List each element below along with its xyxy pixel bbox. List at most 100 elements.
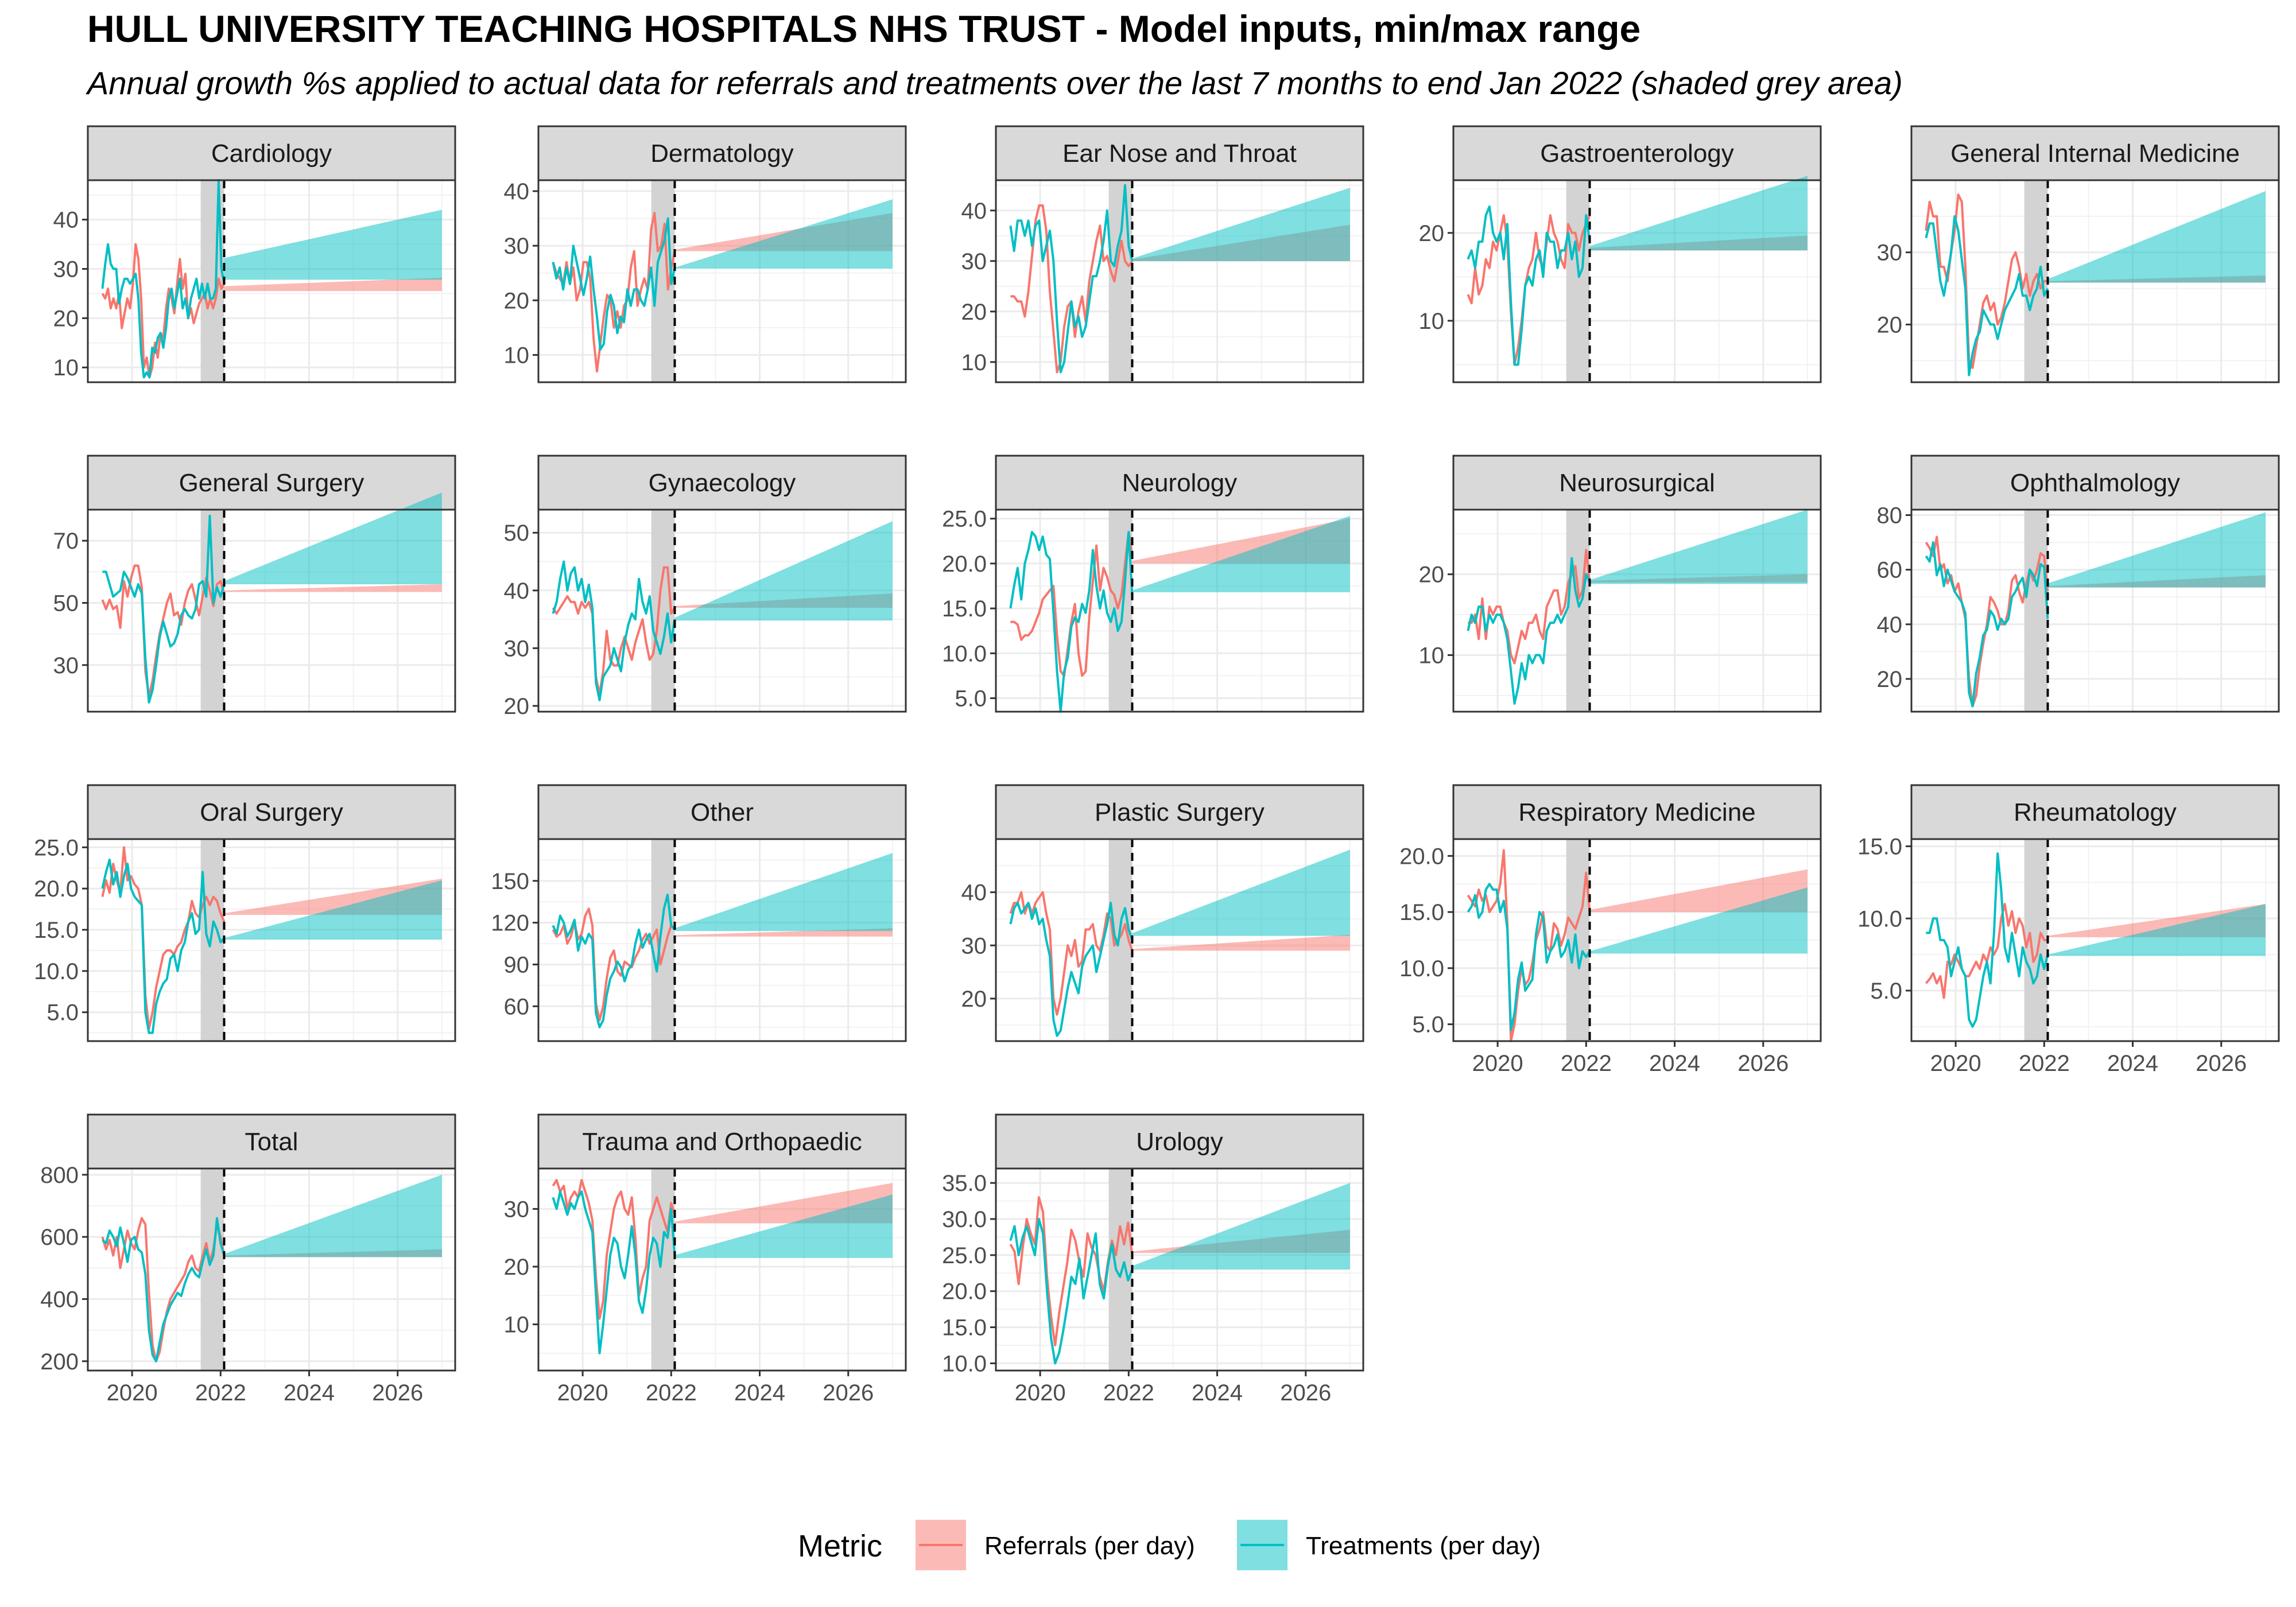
y-tick-label: 20 — [504, 1255, 530, 1280]
y-tick-label: 90 — [504, 952, 530, 977]
treatments-line — [102, 1217, 226, 1363]
strip-label: General Surgery — [179, 469, 364, 497]
strip-label: Other — [691, 798, 754, 826]
treatments-line — [1009, 1218, 1134, 1365]
panel-rheumatology: Rheumatology 5.0 10.0 15.0 2020 2022 2024 2026 — [1857, 784, 2280, 1076]
strip-label: Gynaecology — [649, 469, 796, 497]
y-tick-label: 15.0 — [942, 596, 987, 622]
y-tick-label: 20.0 — [34, 876, 79, 902]
panel-border — [537, 509, 907, 713]
y-tick-label: 15.0 — [1857, 834, 1902, 860]
strip-general-surgery — [87, 455, 456, 511]
treatments-forecast-band — [1132, 515, 1350, 592]
treatments-forecast-band — [2047, 191, 2266, 283]
y-tick-label: 60 — [1877, 558, 1903, 583]
treatments-forecast-band — [674, 521, 893, 621]
shaded-period — [200, 1169, 224, 1371]
panel-border — [87, 509, 456, 713]
legend-key-treatments: Treatments (per day) — [1237, 1520, 1541, 1570]
x-tick-label: 2024 — [2107, 1051, 2158, 1076]
treatments-forecast-band — [1132, 1183, 1350, 1270]
treatments-forecast-band — [224, 492, 442, 584]
x-tick-label: 2020 — [1472, 1051, 1523, 1076]
y-tick-label: 400 — [40, 1287, 79, 1312]
panel-respiratory-medicine: Respiratory Medicine 5.0 10.0 15.0 20.0 2020 2… — [1399, 784, 1822, 1076]
y-tick-label: 60 — [504, 994, 530, 1019]
x-tick-label: 2020 — [1930, 1051, 1981, 1076]
strip-dermatology — [537, 125, 907, 181]
y-tick-label: 40 — [1877, 612, 1903, 638]
y-tick-label: 10 — [1419, 309, 1445, 334]
shaded-period — [1566, 510, 1590, 712]
strip-label: Rheumatology — [2014, 798, 2177, 826]
y-tick-label: 20.0 — [942, 552, 987, 577]
strip-label: Urology — [1136, 1128, 1223, 1156]
treatments-line — [1467, 883, 1591, 1031]
panel-border — [537, 1167, 907, 1372]
strip-label: Ophthalmology — [2010, 469, 2180, 497]
panel-gynaecology: Gynaecology 20 30 40 50 — [504, 455, 907, 719]
y-tick-label: 40 — [961, 880, 987, 906]
strip-gastroenterology — [1452, 125, 1822, 181]
x-tick-label: 2020 — [107, 1380, 158, 1406]
y-tick-label: 50 — [504, 521, 530, 546]
strip-ophthalmology — [1910, 455, 2280, 511]
strip-urology — [995, 1113, 1364, 1170]
panel-border — [537, 838, 907, 1042]
panel-border — [1910, 509, 2280, 713]
treatments-forecast-band — [1589, 176, 1808, 251]
treatments-forecast-band — [224, 209, 442, 280]
referrals-line — [552, 212, 676, 372]
strip-neurology — [995, 455, 1364, 511]
x-tick-label: 2026 — [2196, 1051, 2247, 1076]
x-tick-label: 2022 — [1103, 1380, 1154, 1406]
panel-neurosurgical: Neurosurgical 10 20 — [1419, 455, 1822, 713]
shaded-period — [1108, 1169, 1133, 1371]
legend-title: Metric — [798, 1529, 882, 1563]
x-tick-label: 2022 — [2019, 1051, 2070, 1076]
panel-other: Other 60 90 120 150 — [491, 784, 907, 1042]
x-tick-label: 2024 — [1649, 1051, 1700, 1076]
panel-border — [995, 838, 1364, 1042]
y-tick-label: 15.0 — [942, 1315, 987, 1341]
shaded-period — [2024, 510, 2048, 712]
y-tick-label: 40 — [961, 199, 987, 224]
treatments-line — [101, 179, 226, 379]
shaded-period — [200, 510, 224, 712]
strip-label: General Internal Medicine — [1950, 139, 2240, 168]
panel-border — [1910, 838, 2280, 1042]
y-tick-label: 30 — [504, 234, 530, 259]
y-tick-label: 150 — [491, 869, 529, 894]
treatments-line — [1009, 531, 1134, 713]
y-tick-label: 20 — [961, 987, 987, 1012]
treatments-line — [552, 217, 676, 351]
strip-label: Neurosurgical — [1559, 469, 1715, 497]
x-tick-label: 2026 — [823, 1380, 874, 1406]
y-tick-label: 40 — [504, 579, 530, 604]
treatments-forecast-band — [2047, 512, 2266, 588]
y-tick-label: 20 — [1877, 667, 1903, 692]
panel-border — [87, 1167, 456, 1372]
strip-label: Cardiology — [211, 139, 332, 168]
strip-plastic-surgery — [995, 784, 1364, 840]
panel-ophthalmology: Ophthalmology 20 40 60 80 — [1877, 455, 2280, 713]
y-tick-label: 15.0 — [1399, 900, 1444, 925]
y-tick-label: 200 — [40, 1349, 79, 1375]
shaded-period — [1566, 839, 1590, 1041]
panel-border — [995, 509, 1364, 713]
y-tick-label: 5.0 — [955, 686, 987, 712]
y-tick-label: 30 — [961, 933, 987, 958]
panel-general-surgery: General Surgery 30 50 70 — [53, 455, 456, 713]
y-tick-label: 5.0 — [1412, 1012, 1444, 1038]
panel-plastic-surgery: Plastic Surgery 20 30 40 — [961, 784, 1364, 1042]
panel-border — [1910, 179, 2280, 383]
strip-general-internal-medicine — [1910, 125, 2280, 181]
treatments-line — [1467, 205, 1591, 366]
y-tick-label: 50 — [53, 591, 79, 616]
panel-gastroenterology: Gastroenterology 10 20 — [1419, 125, 1822, 383]
panel-border — [995, 179, 1364, 383]
y-tick-label: 10.0 — [942, 1351, 987, 1376]
treatments-line — [1009, 184, 1134, 374]
referrals-line — [1467, 214, 1591, 366]
